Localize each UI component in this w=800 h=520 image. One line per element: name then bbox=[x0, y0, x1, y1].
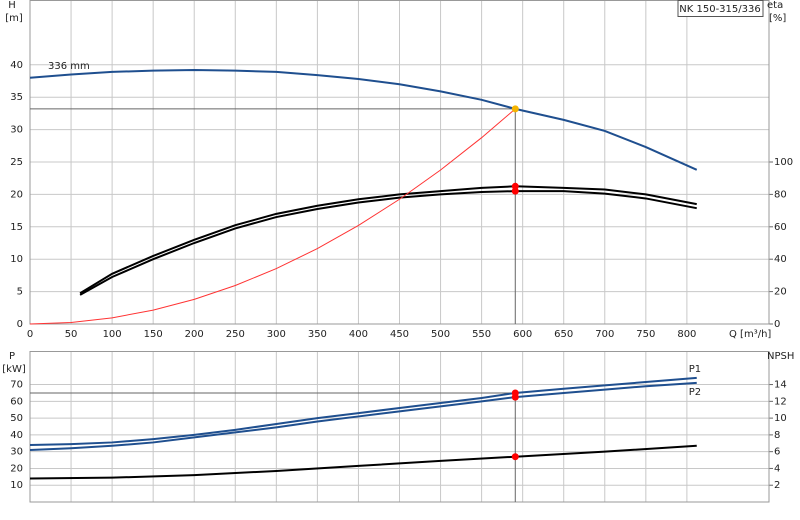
y2-axis-unit: [%] bbox=[769, 13, 786, 24]
x-tick-label: 700 bbox=[595, 329, 614, 340]
x-tick-label: 0 bbox=[27, 329, 33, 340]
y-tick-label: 20 bbox=[10, 189, 23, 200]
y-axis-unit: [m] bbox=[5, 13, 23, 24]
y-tick-label: 20 bbox=[10, 463, 23, 474]
y2-tick-label: 12 bbox=[774, 396, 787, 407]
x-axis-label: Q [m³/h] bbox=[729, 329, 771, 340]
y2-axis-label: eta bbox=[767, 0, 783, 11]
x-tick-label: 550 bbox=[472, 329, 491, 340]
y-tick-label: 35 bbox=[10, 92, 23, 103]
series-line bbox=[29, 68, 698, 171]
x-tick-label: 100 bbox=[103, 329, 122, 340]
y-tick-label: 10 bbox=[10, 480, 23, 491]
x-tick-label: 400 bbox=[349, 329, 368, 340]
y-tick-label: 0 bbox=[17, 319, 23, 330]
operating-point bbox=[511, 393, 519, 401]
y2-tick-label: 4 bbox=[774, 463, 780, 474]
y2-tick-label: 80 bbox=[774, 189, 787, 200]
y-tick-label: 15 bbox=[10, 222, 23, 233]
series-line bbox=[79, 190, 697, 296]
series-label: P2 bbox=[689, 387, 701, 398]
plot-frame bbox=[29, 351, 770, 503]
y2-tick-label: 2 bbox=[774, 480, 780, 491]
series-line bbox=[29, 381, 697, 451]
y-tick-label: 40 bbox=[10, 60, 23, 71]
y2-axis-label: NPSH bbox=[767, 351, 794, 362]
series-line bbox=[79, 185, 697, 295]
y-axis-unit: [kW] bbox=[2, 364, 26, 375]
y-tick-label: 40 bbox=[10, 430, 23, 441]
y2-tick-label: 100 bbox=[774, 157, 793, 168]
y-tick-label: 70 bbox=[10, 380, 23, 391]
x-tick-label: 800 bbox=[677, 329, 696, 340]
y2-tick-label: 20 bbox=[774, 287, 787, 298]
x-tick-label: 650 bbox=[554, 329, 573, 340]
x-tick-label: 200 bbox=[185, 329, 204, 340]
series-label: P1 bbox=[689, 364, 701, 375]
series-line bbox=[29, 108, 516, 325]
operating-point bbox=[511, 453, 519, 461]
operating-point bbox=[511, 105, 519, 113]
series-line bbox=[29, 376, 697, 446]
plot-frame bbox=[29, 0, 770, 325]
series-line bbox=[29, 444, 697, 480]
y2-tick-label: 8 bbox=[774, 430, 780, 441]
y2-tick-label: 6 bbox=[774, 447, 780, 458]
y2-tick-label: 10 bbox=[774, 413, 787, 424]
title-box bbox=[677, 0, 764, 17]
operating-point bbox=[511, 187, 519, 195]
y2-tick-label: 14 bbox=[774, 380, 787, 391]
x-tick-label: 150 bbox=[144, 329, 163, 340]
x-tick-label: 50 bbox=[65, 329, 78, 340]
y-axis-label: P bbox=[9, 351, 15, 362]
x-tick-label: 250 bbox=[226, 329, 245, 340]
x-tick-label: 600 bbox=[513, 329, 532, 340]
y-tick-label: 25 bbox=[10, 157, 23, 168]
y2-tick-label: 0 bbox=[774, 319, 780, 330]
curve-annotation: 336 mm bbox=[48, 61, 90, 72]
y-tick-label: 5 bbox=[17, 287, 23, 298]
y-tick-label: 10 bbox=[10, 254, 23, 265]
operating-point bbox=[511, 182, 519, 190]
x-tick-label: 300 bbox=[267, 329, 286, 340]
y2-tick-label: 40 bbox=[774, 254, 787, 265]
chart-title: NK 150-315/336 bbox=[679, 4, 760, 15]
y-tick-label: 50 bbox=[10, 413, 23, 424]
y-tick-label: 60 bbox=[10, 396, 23, 407]
y-tick-label: 30 bbox=[10, 125, 23, 136]
y-tick-label: 30 bbox=[10, 447, 23, 458]
x-tick-label: 750 bbox=[636, 329, 655, 340]
y2-tick-label: 60 bbox=[774, 222, 787, 233]
x-tick-label: 450 bbox=[390, 329, 409, 340]
y-axis-label: H bbox=[8, 0, 16, 11]
x-tick-label: 500 bbox=[431, 329, 450, 340]
x-tick-label: 350 bbox=[308, 329, 327, 340]
